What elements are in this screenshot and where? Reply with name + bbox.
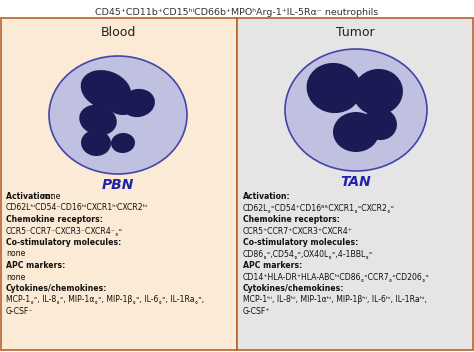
Text: Co-stimulatory molecules:: Co-stimulatory molecules: [243, 238, 358, 247]
Ellipse shape [307, 63, 362, 113]
Text: Tumor: Tumor [336, 25, 375, 38]
Bar [237, 18, 473, 350]
Text: Chemokine receptors:: Chemokine receptors: [243, 215, 340, 224]
Text: Activation:: Activation: [243, 192, 291, 201]
Text: none: none [6, 272, 26, 282]
Ellipse shape [121, 89, 155, 117]
Ellipse shape [333, 112, 379, 152]
Text: Cytokines/chemokines:: Cytokines/chemokines: [243, 284, 345, 293]
Text: Co-stimulatory molecules:: Co-stimulatory molecules: [6, 238, 121, 247]
Ellipse shape [81, 70, 131, 110]
Ellipse shape [363, 108, 397, 140]
Text: MCP-1˳ᵒ, IL-8˳ᵒ, MIP-1α˳ᵒ, MIP-1β˳ᵒ, IL-6˳ᵒ, IL-1Ra˳ᵒ,: MCP-1˳ᵒ, IL-8˳ᵒ, MIP-1α˳ᵒ, MIP-1β˳ᵒ, IL-… [6, 295, 204, 304]
Ellipse shape [111, 133, 135, 153]
Ellipse shape [353, 69, 403, 115]
Text: CD62LʰⁱCD54⁻CD16ʰⁱCXCR1ʰⁱCXCR2ʰⁱ: CD62LʰⁱCD54⁻CD16ʰⁱCXCR1ʰⁱCXCR2ʰⁱ [6, 203, 148, 213]
Ellipse shape [108, 95, 136, 115]
Text: APC markers:: APC markers: [6, 261, 65, 270]
Text: APC markers:: APC markers: [243, 261, 302, 270]
Text: CCR5⁺CCR7⁺CXCR3⁺CXCR4⁺: CCR5⁺CCR7⁺CXCR3⁺CXCR4⁺ [243, 226, 353, 235]
Ellipse shape [49, 56, 187, 174]
Text: CCR5⁻CCR7⁻CXCR3⁻CXCR4⁻˳ᵒ: CCR5⁻CCR7⁻CXCR3⁻CXCR4⁻˳ᵒ [6, 226, 123, 235]
Text: TAN: TAN [341, 175, 371, 189]
Text: CD62L˳ᵒCD54⁺CD16ᴮᴵᵗCXCR1˳ᵒCXCR2˳ᵒ: CD62L˳ᵒCD54⁺CD16ᴮᴵᵗCXCR1˳ᵒCXCR2˳ᵒ [243, 203, 395, 213]
Ellipse shape [285, 49, 427, 171]
Text: Blood: Blood [101, 25, 136, 38]
Text: G-CSF⁻: G-CSF⁻ [6, 307, 33, 316]
Text: none: none [6, 250, 26, 258]
Text: CD86˳ᵒ,CD54˳ᵒ,OX40L˳ᵒ,4-1BBL˳ᵒ: CD86˳ᵒ,CD54˳ᵒ,OX40L˳ᵒ,4-1BBL˳ᵒ [243, 250, 374, 258]
Text: PBN: PBN [102, 178, 134, 192]
Ellipse shape [81, 130, 111, 156]
Text: CD45⁺CD11b⁺CD15ʰⁱCD66b⁺MPOʰArg-1⁺IL-5Rα⁻ neutrophils: CD45⁺CD11b⁺CD15ʰⁱCD66b⁺MPOʰArg-1⁺IL-5Rα⁻… [95, 8, 379, 17]
Text: none: none [41, 192, 60, 201]
Text: G-CSF⁺: G-CSF⁺ [243, 307, 270, 316]
Text: Chemokine receptors:: Chemokine receptors: [6, 215, 103, 224]
Text: Activation:: Activation: [6, 192, 56, 201]
Text: CD14⁺HLA-DR⁺HLA-ABCʰⁱCD86˳ᵒCCR7˳ᵒCD206˳ᵒ: CD14⁺HLA-DR⁺HLA-ABCʰⁱCD86˳ᵒCCR7˳ᵒCD206˳ᵒ [243, 272, 430, 282]
Text: MCP-1ʰⁱ, IL-8ʰⁱ, MIP-1αʰⁱ, MIP-1βʰⁱ, IL-6ʰⁱ, IL-1Raʰⁱ,: MCP-1ʰⁱ, IL-8ʰⁱ, MIP-1αʰⁱ, MIP-1βʰⁱ, IL-… [243, 295, 427, 304]
Bar [1, 18, 237, 350]
Ellipse shape [79, 105, 117, 135]
Text: Cytokines/chemokines:: Cytokines/chemokines: [6, 284, 108, 293]
